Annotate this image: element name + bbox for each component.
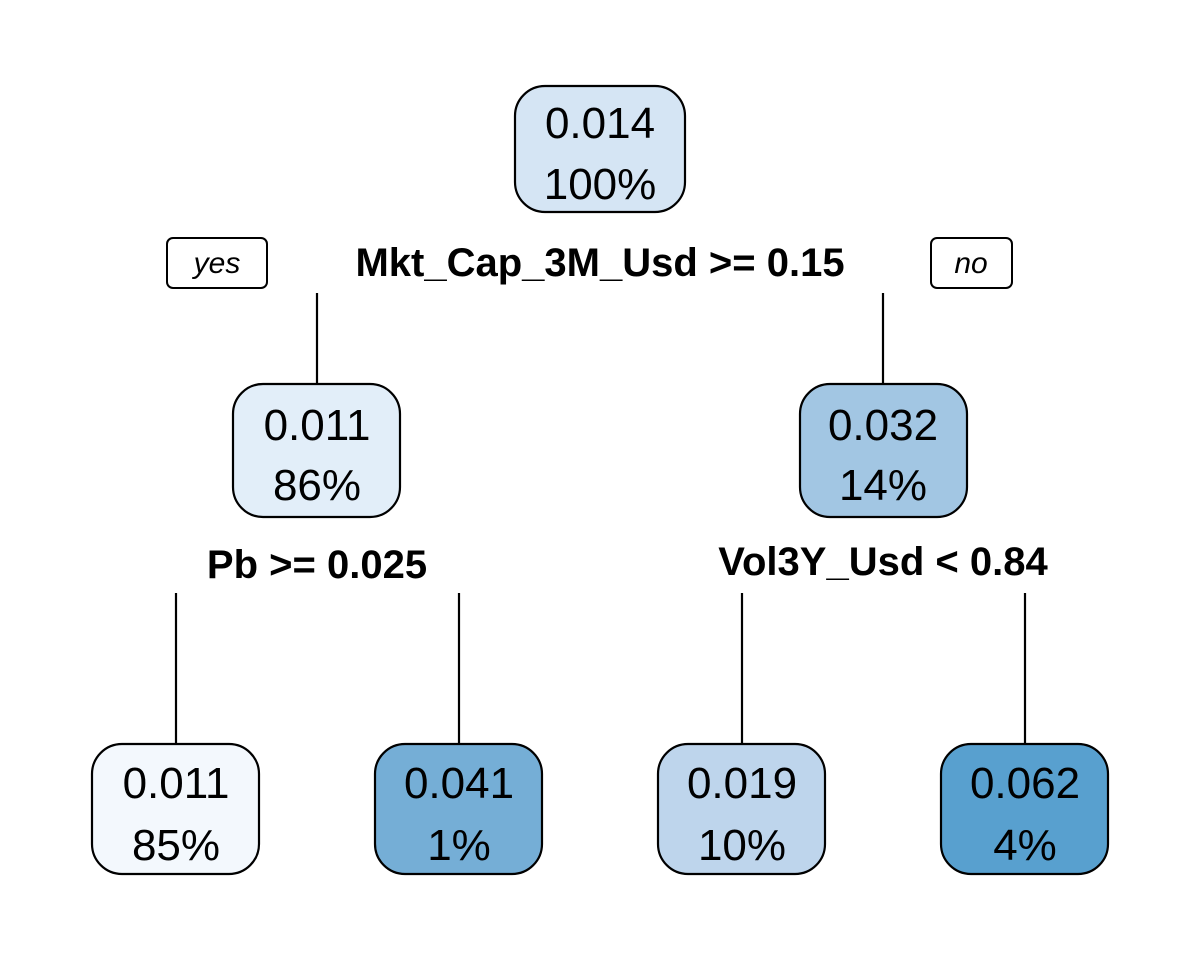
no-tag-label: no <box>954 247 987 280</box>
leaf-node-2-box <box>373 742 544 876</box>
leaf-node-3-box <box>656 742 827 876</box>
left-node: 0.011 86% <box>231 382 402 519</box>
leaf-node-1-value: 0.011 <box>123 759 230 808</box>
left-split-label: Pb >= 0.025 <box>207 543 427 587</box>
leaf-node-1: 0.011 85% <box>90 742 261 876</box>
right-node-percent: 14% <box>839 461 927 510</box>
yes-tag: yes <box>166 237 268 289</box>
leaf-node-2-value: 0.041 <box>404 759 514 808</box>
yes-tag-box <box>166 237 268 289</box>
leaf-node-4-percent: 4% <box>993 821 1057 870</box>
leaf-node-4-value: 0.062 <box>970 759 1080 808</box>
no-tag: no <box>930 237 1013 289</box>
right-node: 0.032 14% <box>798 382 969 519</box>
left-node-percent: 86% <box>273 461 361 510</box>
right-split-label: Vol3Y_Usd < 0.84 <box>718 540 1048 584</box>
leaf-node-4-box <box>939 742 1110 876</box>
leaf-node-3: 0.019 10% <box>656 742 827 876</box>
leaf-node-3-value: 0.019 <box>687 759 797 808</box>
leaf-node-2-percent: 1% <box>427 821 491 870</box>
root-node: 0.014 100% <box>513 84 687 214</box>
yes-tag-label: yes <box>192 247 241 280</box>
root-node-value: 0.014 <box>545 99 655 148</box>
leaf-node-1-box <box>90 742 261 876</box>
no-tag-box <box>930 237 1013 289</box>
leaf-node-1-percent: 85% <box>132 821 220 870</box>
right-node-box <box>798 382 969 519</box>
left-node-value: 0.011 <box>264 401 371 450</box>
right-node-value: 0.032 <box>828 401 938 450</box>
root-node-box <box>513 84 687 214</box>
root-node-percent: 100% <box>544 160 657 209</box>
leaf-node-2: 0.041 1% <box>373 742 544 876</box>
root-split-label: Mkt_Cap_3M_Usd >= 0.15 <box>355 241 844 285</box>
left-node-box <box>231 382 402 519</box>
leaf-node-4: 0.062 4% <box>939 742 1110 876</box>
leaf-node-3-percent: 10% <box>698 821 786 870</box>
